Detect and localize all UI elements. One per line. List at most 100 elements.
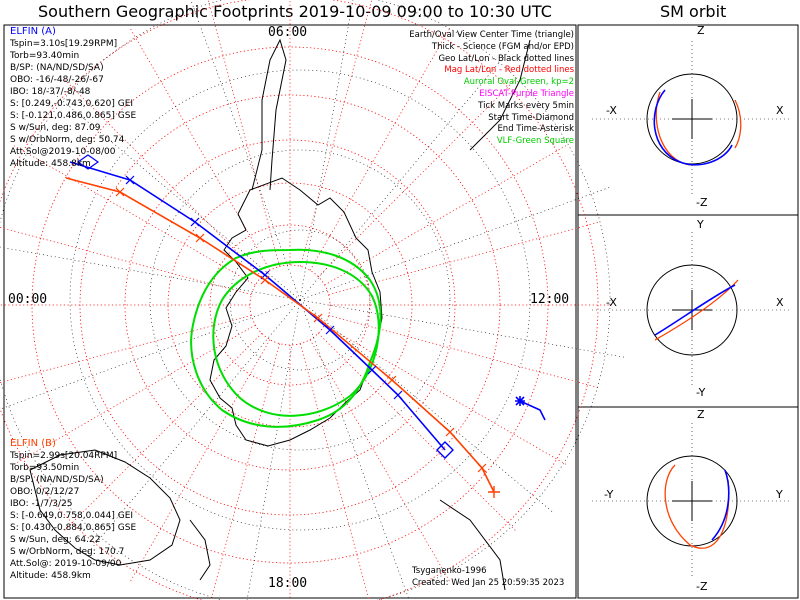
panel3-right-label: Y bbox=[776, 488, 783, 501]
elfin-a-track-tail bbox=[519, 400, 546, 421]
elfin-a-end-marker bbox=[76, 154, 100, 170]
elfin-b-param-line: Altitude: 458.9km bbox=[10, 571, 91, 581]
mag-lon-line bbox=[12, 324, 256, 466]
elfin-a-param-line: Tspin=3.10s[19.29RPM] bbox=[10, 39, 118, 49]
model-credit: Tsyganenko-1996 bbox=[412, 566, 487, 576]
orbit-title: SM orbit bbox=[660, 2, 727, 21]
panel2-left-label: -X bbox=[606, 296, 617, 309]
elfin-a-start-diamond bbox=[436, 441, 454, 459]
mag-lon-line bbox=[328, 315, 600, 389]
elfin-b-param-line: S: [-0.649,0.758,0.044] GEI bbox=[10, 511, 134, 521]
hour-label-top: 06:00 bbox=[268, 25, 308, 40]
elfin-b-param-line: Torb=93.50min bbox=[10, 463, 80, 473]
mag-lon-line bbox=[309, 339, 451, 583]
mag-lat-circle bbox=[31, 46, 549, 564]
orbit-panel-3-elfin-b-orbit bbox=[664, 464, 730, 549]
legend-entry: Earth/Oval View Center Time (triangle) bbox=[409, 30, 574, 40]
legend-entry: Auroral Oval-Green, kp=2 bbox=[463, 77, 574, 88]
geo-lat-circle bbox=[229, 229, 371, 371]
hour-label-left: 00:00 bbox=[8, 292, 48, 307]
legend: Earth/Oval View Center Time (triangle) Th… bbox=[409, 30, 574, 148]
panel3-top-label: Z bbox=[697, 408, 705, 421]
elfin-b-param-line: S w/Sun, deg: 64.22 bbox=[10, 535, 101, 545]
elfin-a-tick bbox=[190, 217, 200, 227]
elfin-a-param-line: S: [-0.121,0.486,0.865] GSE bbox=[10, 111, 137, 121]
elfin-a-param-line: Torb=93.40min bbox=[10, 51, 80, 61]
panel3-left-label: -Y bbox=[604, 488, 614, 501]
elfin-b-tick bbox=[260, 275, 270, 285]
panel2-bottom-label: -Y bbox=[696, 386, 706, 399]
mag-lon-line bbox=[207, 0, 280, 267]
mag-lon-line bbox=[63, 78, 262, 277]
elfin-b-param-line: S w/OrbNorm, deg: 170.7 bbox=[10, 547, 125, 557]
legend-entry: End Time-Asterisk bbox=[497, 124, 574, 135]
legend-entry: Tick Marks every 5min bbox=[478, 100, 574, 111]
elfin-a-tick bbox=[325, 325, 335, 335]
legend-entry: VLF-Green Square bbox=[496, 136, 574, 147]
mag-lon-line bbox=[318, 333, 517, 532]
orbit-frame bbox=[577, 24, 799, 599]
mag-lon-line bbox=[129, 27, 271, 271]
elfin-a-param-line: Att.Sol@2019-10-08/00 bbox=[10, 147, 116, 157]
elfin-b-param-line: IBO: -1/7/3/25 bbox=[10, 499, 73, 509]
panel1-bottom-label: -Z bbox=[696, 196, 708, 209]
new-zealand-outline bbox=[189, 519, 211, 581]
elfin-b-param-line: OBO: 0/2/12/27 bbox=[10, 487, 80, 497]
legend-entry: Thick - Science (FGM and/or EPD) bbox=[431, 41, 574, 52]
mag-lat-circle bbox=[124, 139, 456, 471]
mag-lon-line bbox=[324, 144, 568, 286]
elfin-a-track bbox=[69, 161, 446, 451]
elfin-b-tick bbox=[445, 427, 455, 437]
geo-lon-line bbox=[190, 0, 301, 301]
elfin-a-param-line: S w/Sun, deg: 87.09 bbox=[10, 123, 101, 133]
mag-lon-line bbox=[0, 226, 252, 295]
africa-outline bbox=[469, 39, 531, 151]
legend-entry: EISCAT-Purple Triangle bbox=[479, 88, 574, 99]
panel2-right-label: X bbox=[776, 296, 784, 309]
elfin-a-parameters: ELFIN (A) Tspin=3.10s[19.29RPM] Torb=93.4… bbox=[10, 26, 136, 170]
mag-lon-line bbox=[300, 343, 370, 600]
elfin-b-header: ELFIN (B) bbox=[10, 438, 56, 449]
geo-lon-line bbox=[299, 299, 410, 600]
mag-lat-circle bbox=[0, 0, 599, 600]
panel3-bottom-label: -Z bbox=[696, 580, 708, 593]
geo-lon-line bbox=[0, 246, 301, 301]
mag-lon-line bbox=[309, 27, 451, 271]
elfin-a-header: ELFIN (A) bbox=[10, 26, 56, 37]
elfin-a-param-line: S: [0.249,-0.743,0.620] GEI bbox=[10, 99, 134, 109]
elfin-b-param-line: B/SP: (NA/ND/SD/SA) bbox=[10, 475, 104, 485]
orbit-panel-1-elfin-a-orbit bbox=[653, 89, 733, 166]
mag-lat-circle bbox=[209, 224, 371, 386]
hour-label-right: 12:00 bbox=[530, 292, 570, 307]
orbit-panel-3-elfin-a-orbit bbox=[711, 469, 730, 541]
orbit-panel-2-elfin-a-orbit bbox=[654, 284, 736, 336]
panel1-right-label: X bbox=[776, 104, 784, 117]
geo-lon-line bbox=[299, 299, 626, 358]
mag-lon-line bbox=[63, 333, 262, 532]
mag-lon-line bbox=[210, 343, 280, 600]
elfin-a-param-line: OBO: -16/-48/-26/-67 bbox=[10, 75, 104, 85]
elfin-a-param-line: Altitude: 458.8km bbox=[10, 159, 91, 169]
coast-outline bbox=[439, 499, 506, 591]
orbit-panel-1-elfin-b-orbit bbox=[655, 91, 742, 166]
panel2-top-label: Y bbox=[697, 218, 704, 231]
antarctica-outline bbox=[209, 177, 383, 447]
map-frame bbox=[3, 24, 577, 599]
geo-lon-line bbox=[0, 299, 301, 410]
panel1-top-label: Z bbox=[697, 24, 705, 37]
geo-lon-line bbox=[87, 299, 301, 553]
hour-label-bottom: 18:00 bbox=[268, 576, 308, 591]
geo-lon-line bbox=[299, 186, 611, 301]
elfin-a-tick bbox=[393, 390, 403, 400]
mag-lat-circle bbox=[79, 94, 501, 516]
mag-lon-line bbox=[318, 78, 517, 277]
auroral-oval-inner bbox=[212, 260, 380, 417]
legend-entry: Geo Lat/Lon - Black dotted lines bbox=[438, 53, 574, 64]
created-credit: Created: Wed Jan 25 20:59:35 2023 bbox=[412, 578, 565, 588]
elfin-a-param-line: B/SP: (NA/ND/SD/SA) bbox=[10, 63, 104, 73]
legend-entry: Start Time-Diamond bbox=[488, 112, 574, 123]
mag-lon-line bbox=[328, 221, 600, 295]
legend-entry: Mag Lat/Lon - Red dotted lines bbox=[444, 65, 574, 76]
elfin-b-asterisk bbox=[488, 486, 500, 498]
